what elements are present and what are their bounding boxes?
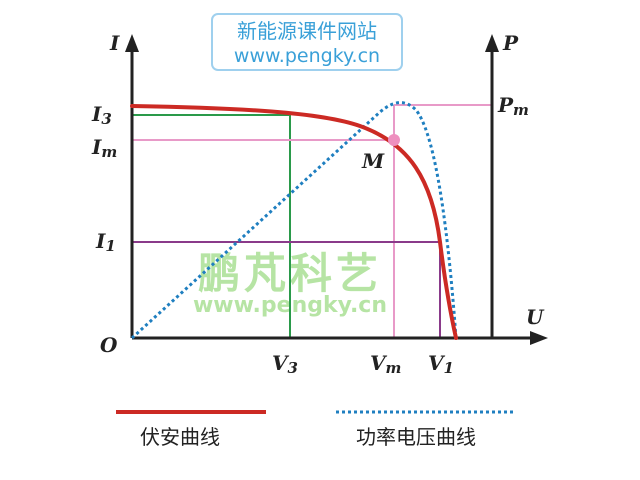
watermark-center: 鹏芃科艺 www.pengky.cn <box>193 249 387 318</box>
legend: 伏安曲线 功率电压曲线 <box>116 410 514 449</box>
label-vm: Vm <box>370 351 401 377</box>
i-axis-arrow <box>125 34 139 52</box>
pv-curve <box>130 101 458 340</box>
watermark-brand: 鹏芃科艺 <box>198 249 382 298</box>
label-pm: Pm <box>497 93 529 119</box>
label-im: Im <box>91 135 117 161</box>
watermark-top-line2: www.pengky.cn <box>234 45 380 67</box>
p-axis-label: P <box>502 31 519 55</box>
legend-pv-label: 功率电压曲线 <box>356 425 476 449</box>
watermark-top: 新能源课件网站 www.pengky.cn <box>211 13 403 71</box>
i-axis-label: I <box>109 31 120 55</box>
label-v1: V1 <box>428 351 454 377</box>
axes <box>125 34 548 345</box>
origin-label: O <box>100 333 118 357</box>
legend-iv-label: 伏安曲线 <box>140 425 220 449</box>
u-axis-arrow <box>530 331 548 345</box>
label-m: M <box>361 149 385 173</box>
label-i3: I3 <box>91 102 112 128</box>
label-i1: I1 <box>95 229 116 255</box>
p-axis-arrow <box>485 34 499 52</box>
label-v3: V3 <box>272 351 298 377</box>
u-axis-label: U <box>526 305 545 329</box>
max-power-point <box>388 134 400 146</box>
watermark-top-line1: 新能源课件网站 <box>237 19 377 43</box>
